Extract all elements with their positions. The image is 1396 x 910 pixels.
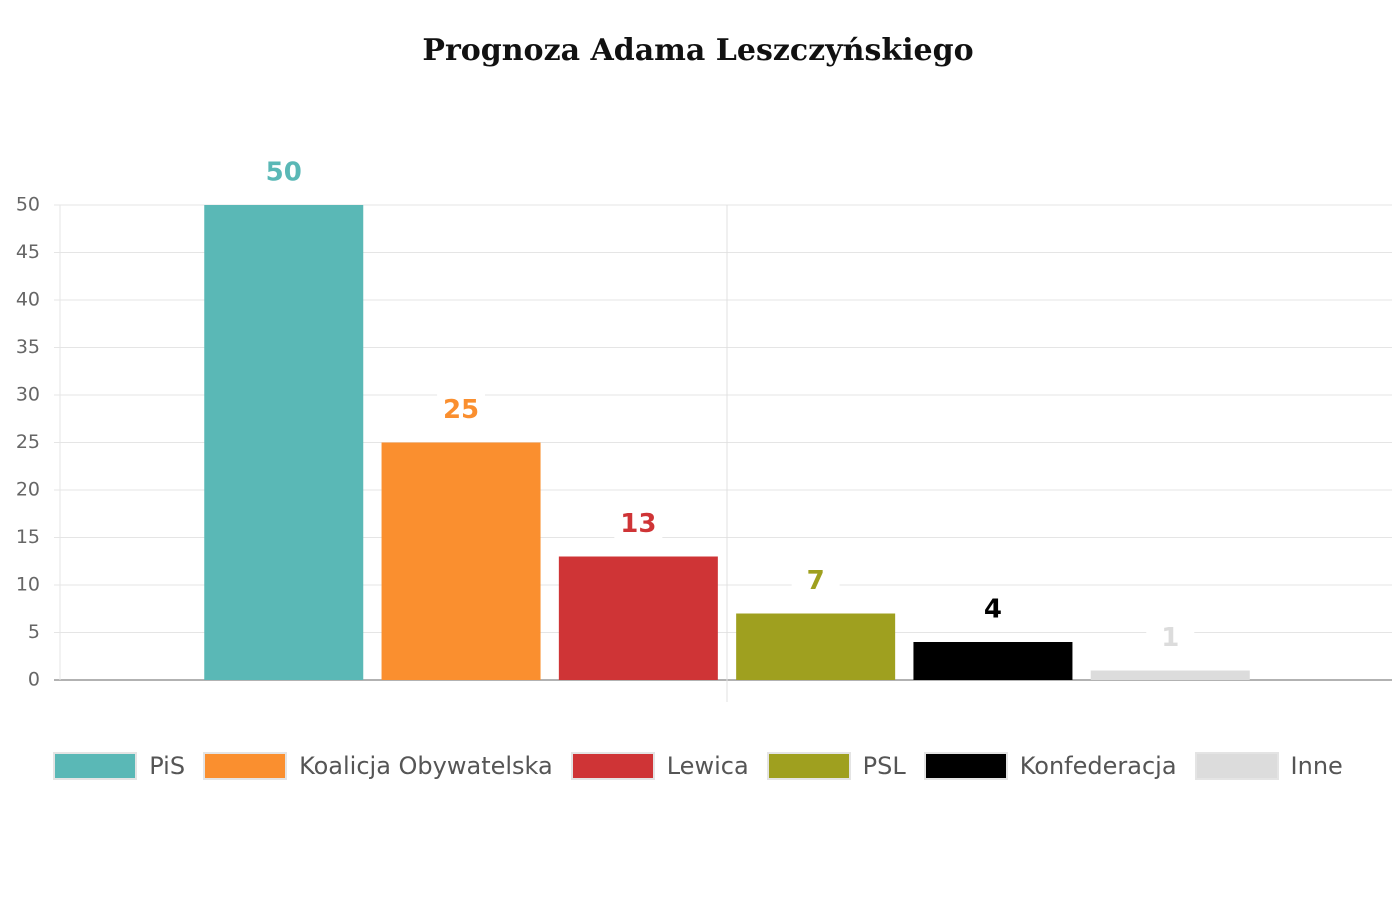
legend-label: Lewica — [666, 752, 749, 780]
bar — [913, 642, 1073, 680]
value-label: 1 — [1161, 623, 1179, 653]
legend-item[interactable]: PSL — [766, 752, 906, 780]
legend-swatch — [53, 752, 138, 780]
y-tick-label: 50 — [16, 194, 40, 216]
label-bg — [259, 155, 308, 191]
y-tick-label: 45 — [16, 241, 40, 263]
legend-item[interactable]: PiS — [53, 752, 185, 780]
value-label: 7 — [807, 566, 825, 596]
label-bg — [968, 592, 1017, 628]
bar — [204, 205, 364, 680]
label-bg — [614, 506, 663, 543]
y-tick-label: 5 — [28, 621, 40, 643]
legend-swatch — [203, 752, 288, 780]
legend-label: Inne — [1290, 752, 1343, 780]
y-tick-label: 35 — [16, 336, 40, 358]
legend-swatch — [1194, 752, 1279, 780]
legend: PiS Koalicja Obywatelska Lewica PSL Konfeder… — [0, 752, 1396, 780]
legend-item[interactable]: Lewica — [570, 752, 749, 780]
legend-item[interactable]: Koalicja Obywatelska — [203, 752, 553, 780]
legend-swatch — [923, 752, 1008, 780]
legend-label: PSL — [862, 752, 906, 780]
value-label: 50 — [266, 158, 302, 188]
chart-title: Prognoza Adama Leszczyńskiego — [422, 33, 973, 68]
label-bg — [791, 563, 840, 600]
value-label: 4 — [984, 595, 1002, 625]
bar — [736, 613, 896, 680]
legend-swatch — [766, 752, 851, 780]
y-tick-label: 20 — [16, 479, 40, 501]
legend-label: Koalicja Obywatelska — [299, 752, 553, 780]
value-label: 25 — [443, 395, 479, 425]
bar — [1090, 670, 1250, 680]
bar — [558, 556, 718, 680]
value-label: 13 — [620, 509, 656, 539]
legend-swatch — [570, 752, 655, 780]
chart: Prognoza Adama Leszczyńskiego 0 5 10 15 20 25… — [16, 33, 1392, 702]
y-tick-label: 0 — [28, 669, 40, 691]
label-bg — [1146, 620, 1195, 657]
y-tick-label: 40 — [16, 289, 40, 311]
legend-item[interactable]: Inne — [1194, 752, 1343, 780]
label-bg — [437, 392, 486, 429]
y-tick-label: 10 — [16, 574, 40, 596]
y-tick-label: 25 — [16, 431, 40, 453]
legend-item[interactable]: Konfederacja — [923, 752, 1177, 780]
y-tick-label: 15 — [16, 526, 40, 548]
legend-label: PiS — [149, 752, 186, 780]
y-tick-label: 30 — [16, 384, 40, 406]
legend-label: Konfederacja — [1019, 752, 1177, 780]
bar — [381, 442, 541, 680]
